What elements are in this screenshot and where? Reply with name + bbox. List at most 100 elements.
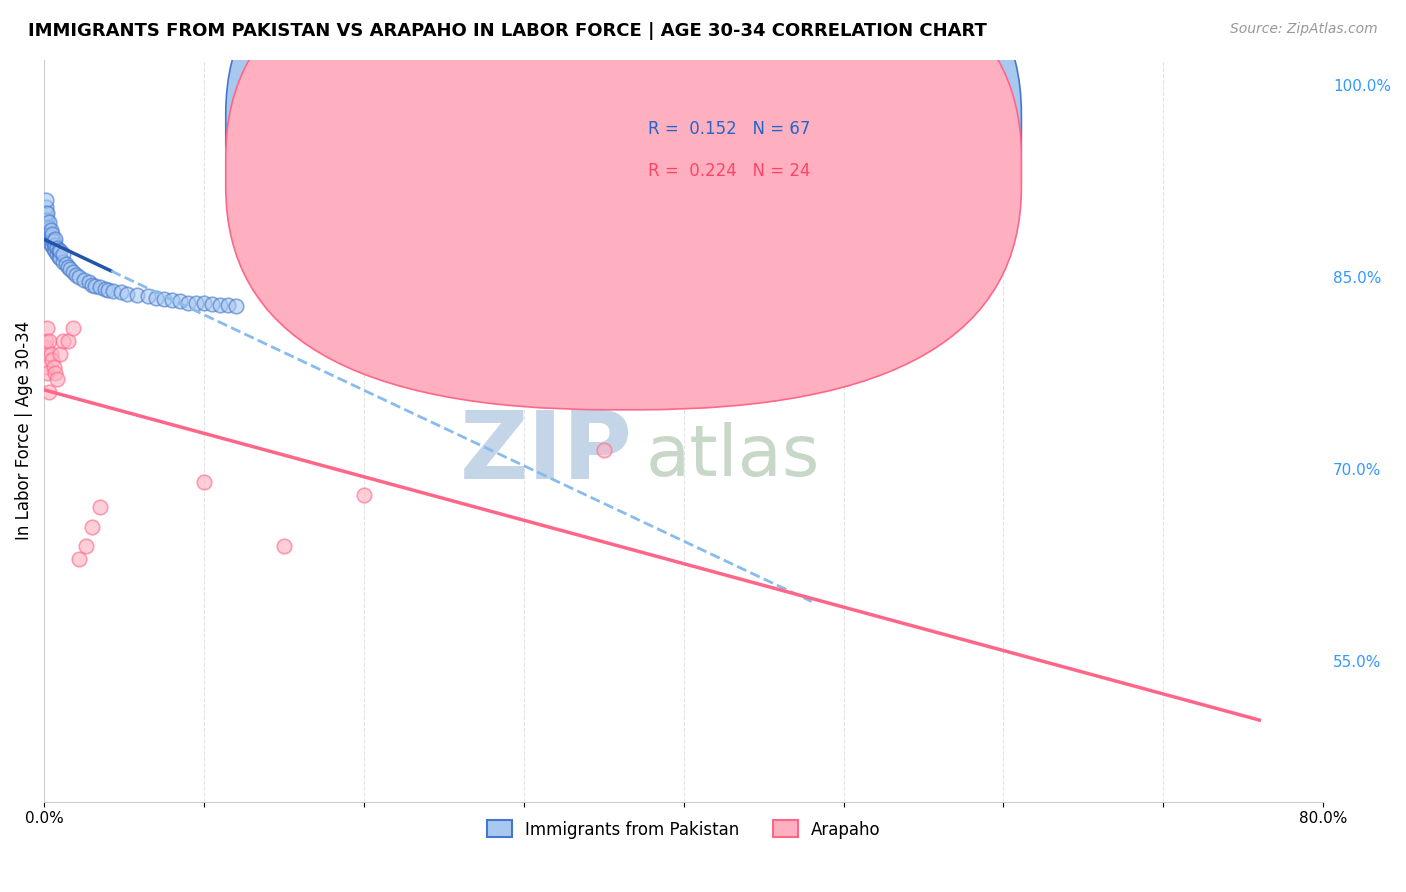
Point [39,230,62,244]
Point [217,298,239,312]
Point [35,200,58,214]
Text: atlas: atlas [645,422,820,491]
Point [89,280,111,294]
Point [67,551,90,566]
Point [110,285,132,300]
Point [37,366,59,380]
Point [38,227,60,242]
Point [52,247,75,261]
Point [125,288,148,302]
Point [184,295,207,310]
Point [52,254,75,268]
Point [48,244,70,258]
Point [62,321,84,335]
FancyBboxPatch shape [226,0,1021,368]
Point [38,215,60,229]
Point [80,519,103,533]
Point [62,265,84,279]
Text: R =  0.224   N = 24: R = 0.224 N = 24 [648,161,810,180]
Point [73,272,96,286]
FancyBboxPatch shape [581,89,991,208]
Point [38,334,60,348]
Point [55,257,77,271]
Point [41,353,63,368]
Point [38,221,60,235]
Point [37,321,59,335]
Point [353,487,375,501]
Point [59,262,82,277]
Point [67,270,90,285]
Point [37,219,59,233]
Point [35,216,58,230]
Point [38,385,60,400]
Point [35,221,58,235]
Point [45,372,67,386]
Point [97,283,120,297]
Point [35,341,58,355]
Point [136,289,159,303]
Point [48,250,70,264]
Point [52,334,75,348]
Point [35,225,58,239]
Text: Source: ZipAtlas.com: Source: ZipAtlas.com [1230,22,1378,37]
Legend: Immigrants from Pakistan, Arapaho: Immigrants from Pakistan, Arapaho [479,814,887,846]
Point [193,475,215,489]
Point [80,277,103,292]
Point [117,286,139,301]
Point [145,291,167,305]
Point [56,260,79,274]
Y-axis label: In Labor Force | Age 30-34: In Labor Force | Age 30-34 [15,321,32,541]
Point [94,282,117,296]
Point [153,292,176,306]
Point [37,206,59,220]
Point [35,194,58,208]
Point [77,275,100,289]
Point [37,229,59,244]
Point [41,233,63,247]
Point [35,212,58,227]
Point [39,236,62,251]
Point [49,244,72,259]
Point [225,300,247,314]
Point [35,232,58,246]
Text: R =  0.152   N = 67: R = 0.152 N = 67 [648,120,810,137]
Point [89,500,111,515]
Point [56,334,79,348]
Point [160,293,183,307]
Point [44,366,66,380]
Point [193,295,215,310]
Point [84,279,107,293]
Point [45,241,67,255]
Point [208,298,231,312]
Text: IMMIGRANTS FROM PAKISTAN VS ARAPAHO IN LABOR FORCE | AGE 30-34 CORRELATION CHART: IMMIGRANTS FROM PAKISTAN VS ARAPAHO IN L… [28,22,987,40]
Point [37,212,59,227]
Point [35,359,58,374]
Point [39,347,62,361]
Point [75,539,97,553]
Point [592,442,614,457]
Point [35,206,58,220]
Point [41,239,63,253]
Point [44,238,66,252]
Point [44,244,66,259]
Point [177,295,200,310]
Point [44,232,66,246]
Point [42,359,65,374]
Point [101,284,124,298]
Point [169,294,191,309]
Point [49,251,72,265]
Point [37,224,59,238]
Point [35,334,58,348]
Point [41,227,63,241]
Point [38,234,60,248]
Point [49,347,72,361]
Point [273,539,295,553]
Point [39,223,62,237]
Text: ZIP: ZIP [460,407,633,499]
Point [42,234,65,248]
Point [42,242,65,256]
Point [45,247,67,261]
FancyBboxPatch shape [226,0,1021,409]
Point [201,297,224,311]
Point [65,268,87,282]
